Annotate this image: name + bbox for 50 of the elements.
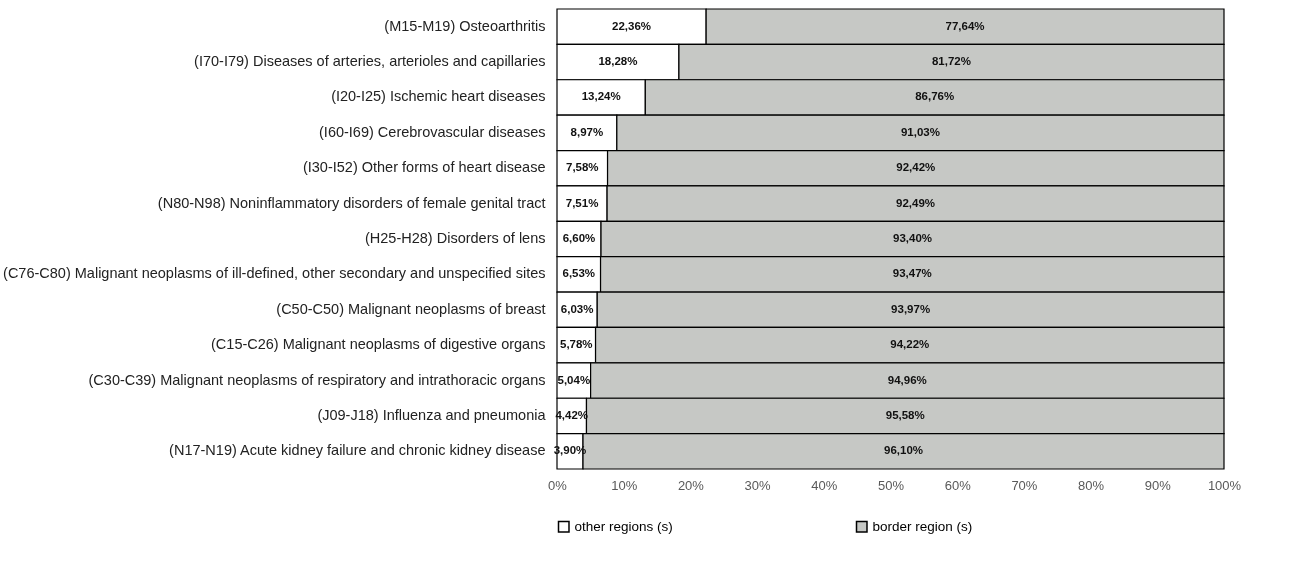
data-label: 93,97%	[891, 302, 931, 315]
x-tick-label: 10%	[611, 477, 638, 493]
data-label: 5,78%	[559, 338, 593, 351]
y-tick-label: (I20-I25) Ischemic heart diseases	[331, 88, 546, 105]
y-tick-label: (J09-J18) Influenza and pneumonia	[317, 406, 547, 423]
data-label: 96,10%	[884, 444, 924, 457]
x-tick-label: 90%	[1144, 477, 1172, 493]
y-tick-label: (I70-I79) Diseases of arteries, arterioles and capillaries	[194, 53, 546, 70]
data-label: 93,47%	[892, 267, 932, 280]
y-tick-label: (I30-I52) Other forms of heart disease	[302, 159, 546, 176]
x-tick-label: 70%	[1011, 477, 1038, 493]
data-label: 22,36%	[612, 19, 652, 32]
data-label: 7,58%	[565, 161, 599, 174]
data-label: 5,04%	[557, 373, 591, 386]
legend-label: border region (s)	[872, 518, 973, 534]
legend-label: other regions (s)	[574, 518, 673, 534]
data-label: 77,64%	[945, 19, 985, 32]
data-label: 6,03%	[560, 302, 594, 315]
x-tick-label: 80%	[1078, 477, 1105, 493]
y-tick-label: (C76-C80) Malignant neoplasms of ill-defined, other secondary and unspecified sites	[3, 265, 546, 282]
y-tick-label: (N80-N98) Noninflammatory disorders of female genital tract	[157, 194, 546, 211]
data-label: 92,42%	[896, 161, 936, 174]
x-tick-label: 60%	[944, 477, 972, 493]
data-label: 94,96%	[887, 373, 927, 386]
y-tick-label: (C30-C39) Malignant neoplasms of respiratory and intrathoracic organs	[88, 371, 546, 388]
data-label: 94,22%	[890, 338, 930, 351]
data-label: 95,58%	[885, 408, 925, 421]
data-label: 7,51%	[565, 196, 599, 209]
data-label: 6,60%	[562, 232, 596, 244]
x-tick-label: 40%	[811, 477, 838, 493]
data-label: 92,49%	[896, 196, 936, 209]
data-label: 8,97%	[570, 125, 604, 138]
y-tick-label: (I60-I69) Cerebrovascular diseases	[319, 123, 546, 140]
y-tick-label: (M15-M19) Osteoarthritis	[384, 17, 546, 34]
y-tick-label: (C15-C26) Malignant neoplasms of digestive organs	[211, 336, 546, 353]
y-tick-label: (N17-N19) Acute kidney failure and chronic kidney disease	[169, 442, 546, 459]
x-tick-label: 0%	[548, 477, 568, 493]
x-tick-label: 30%	[744, 477, 772, 493]
data-label: 81,72%	[931, 55, 971, 68]
x-tick-label: 100%	[1207, 477, 1242, 493]
y-tick-label: (H25-H28) Disorders of lens	[364, 230, 546, 246]
data-label: 6,53%	[562, 267, 596, 280]
x-tick-label: 20%	[677, 477, 705, 493]
data-label: 86,76%	[915, 90, 955, 103]
x-tick-label: 50%	[877, 477, 905, 493]
data-label: 93,40%	[893, 232, 933, 244]
data-label: 13,24%	[581, 90, 621, 103]
y-tick-label: (C50-C50) Malignant neoplasms of breast	[276, 300, 546, 317]
data-label: 91,03%	[900, 125, 940, 138]
data-label: 18,28%	[598, 55, 638, 68]
